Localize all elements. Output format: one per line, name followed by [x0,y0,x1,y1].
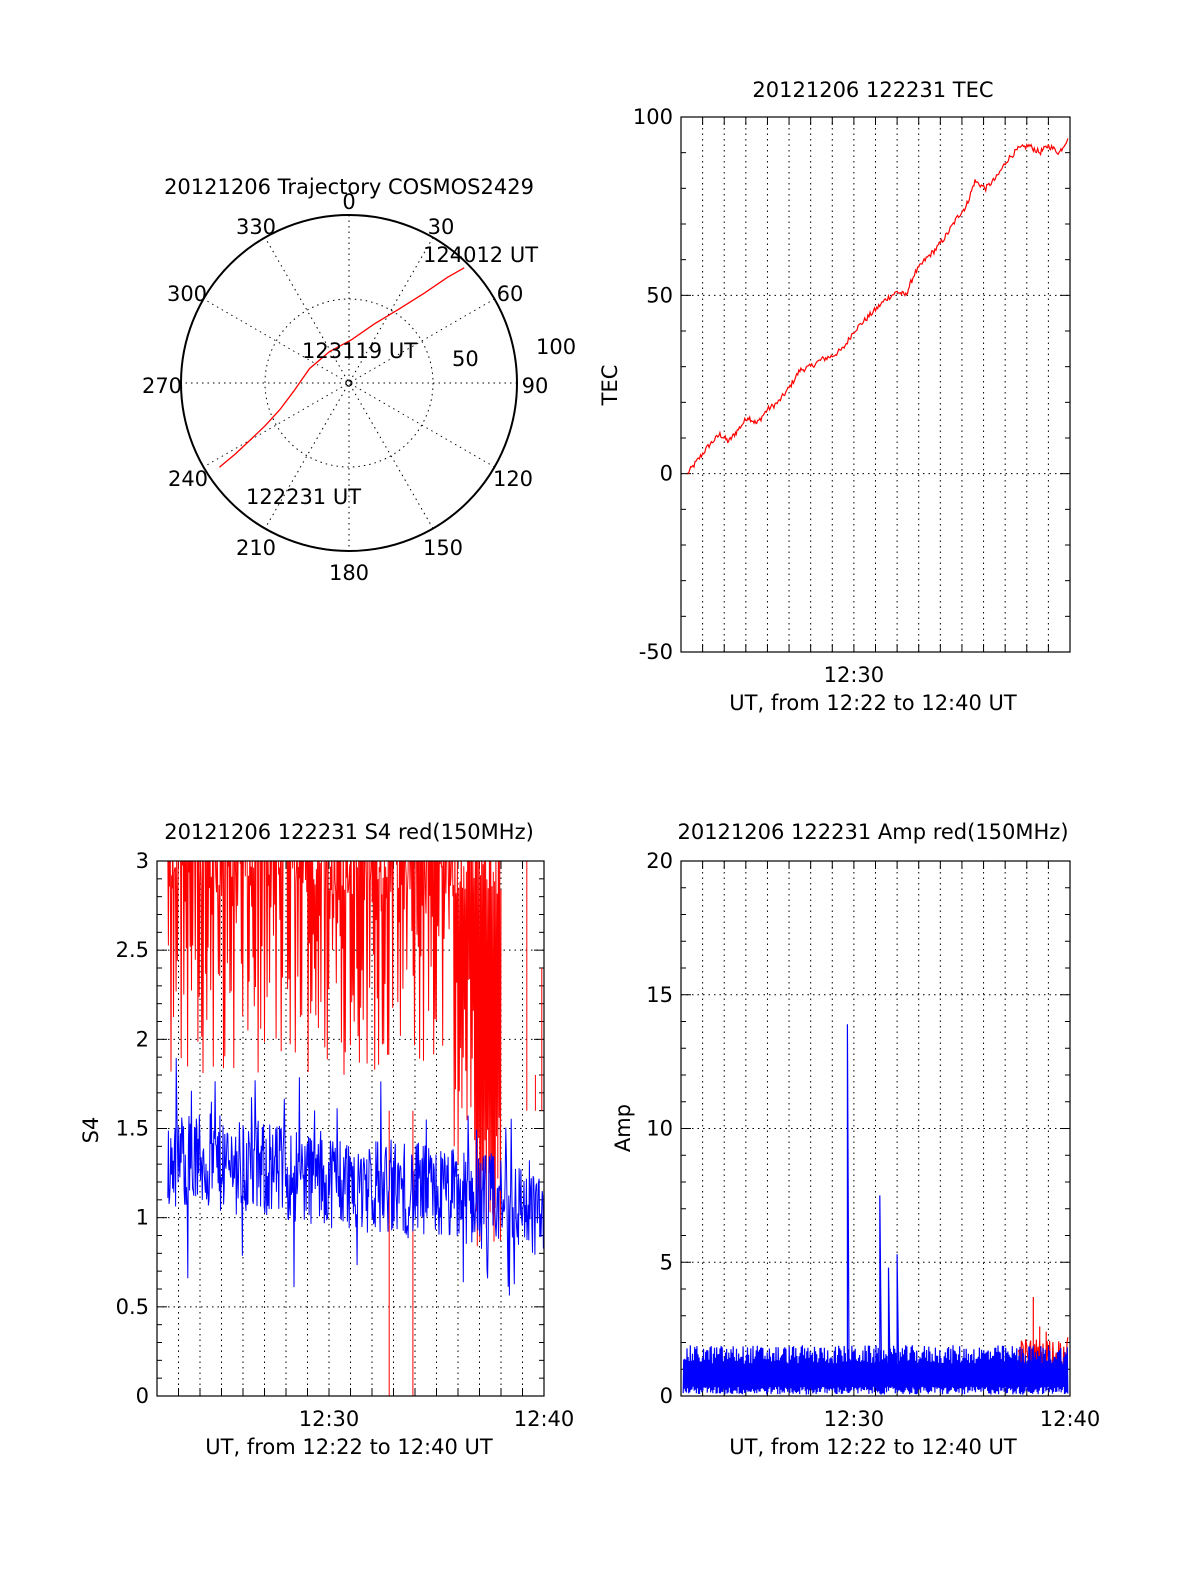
y-tick-label: 15 [646,983,673,1007]
amp-blue-series [682,1024,1069,1395]
polar-spoke [264,237,434,529]
s4-ylabel: S4 [79,1117,103,1144]
tec-title: 20121206 122231 TEC [752,78,993,102]
azimuth-label-300: 300 [167,282,207,306]
s4-red-series [167,861,543,1396]
y-tick-label: 100 [633,105,673,129]
amp-series [682,1024,1069,1395]
tec-ylabel: TEC [598,365,622,407]
tec-series-line [687,138,1069,475]
azimuth-label-0: 0 [342,190,355,214]
y-tick-label: 0 [660,462,673,486]
tec-ticks: -50 0 50 100 12:30 [633,105,1070,687]
x-tick-label: 12:30 [824,1407,885,1431]
polar-center-mark [345,379,353,387]
azimuth-label-180: 180 [329,561,369,585]
y-tick-label: 5 [660,1250,673,1274]
y-tick-label: 0.5 [116,1295,149,1319]
azimuth-label-240: 240 [168,467,208,491]
azimuth-labels: 0 30 60 90 120 150 180 210 240 270 300 330 [142,190,548,585]
y-tick-label: 1.5 [116,1117,149,1141]
tec-grid [681,117,1070,652]
amp-red-series [1017,1297,1069,1383]
tec-xlabel: UT, from 12:22 to 12:40 UT [729,691,1017,715]
start-time-annotation: 122231 UT [246,485,361,509]
x-tick-label: 12:30 [824,663,885,687]
y-tick-label: 20 [646,849,673,873]
y-tick-label: 0 [136,1384,149,1408]
mid-time-annotation: 123119 UT [302,339,417,363]
trajectory-title: 20121206 Trajectory COSMOS2429 [164,175,534,199]
y-tick-label: 1 [136,1206,149,1230]
amp-grid [681,861,1070,1396]
s4-xlabel: UT, from 12:22 to 12:40 UT [205,1435,493,1459]
s4-series [167,861,544,1396]
trajectory-track [218,267,465,468]
y-tick-label: 10 [646,1117,673,1141]
radius-label-50: 50 [452,347,479,371]
azimuth-label-150: 150 [423,536,463,560]
azimuth-label-270: 270 [142,374,182,398]
x-tick-label: 12:30 [299,1407,360,1431]
polar-spoke [264,237,434,529]
azimuth-label-330: 330 [236,215,276,239]
s4-panel: 20121206 122231 S4 red(150MHz) 0 0.5 1 1.5 2… [79,820,575,1459]
y-tick-label: 2 [136,1027,149,1051]
amp-title: 20121206 122231 Amp red(150MHz) [677,820,1068,844]
azimuth-label-30: 30 [428,215,455,239]
y-tick-label: 3 [136,849,149,873]
trajectory-panel: 20121206 Trajectory COSMOS2429 0 30 60 90 12… [142,175,576,585]
azimuth-label-210: 210 [236,536,276,560]
polar-spoke [203,298,495,468]
azimuth-label-60: 60 [497,282,524,306]
tec-series [687,138,1069,475]
tec-panel: 20121206 122231 TEC -50 0 50 100 12:30 UT, f… [598,78,1071,715]
y-tick-label: 0 [660,1384,673,1408]
s4-frame [156,860,545,1397]
y-tick-label: 50 [646,283,673,307]
radius-label-100: 100 [536,335,576,359]
s4-clipped-group [167,861,544,1396]
end-time-annotation: 124012 UT [423,243,538,267]
azimuth-label-120: 120 [493,467,533,491]
azimuth-label-90: 90 [522,374,549,398]
amp-ylabel: Amp [611,1104,635,1152]
s4-ticks: 0 0.5 1 1.5 2 2.5 3 12:30 12:40 [116,849,575,1431]
amp-frame [680,860,1071,1397]
amp-xlabel: UT, from 12:22 to 12:40 UT [729,1435,1017,1459]
s4-title: 20121206 122231 S4 red(150MHz) [164,820,534,844]
s4-blue-series [167,1057,544,1296]
x-tick-label: 12:40 [514,1407,575,1431]
amp-ticks: 0 5 10 15 20 12:30 12:40 [646,849,1100,1431]
x-tick-label: 12:40 [1040,1407,1101,1431]
polar-spokes [181,215,517,551]
y-tick-label: 2.5 [116,938,149,962]
amp-panel: 20121206 122231 Amp red(150MHz) 0 5 10 15 20… [611,820,1100,1459]
polar-spoke [203,298,495,468]
y-tick-label: -50 [639,640,673,664]
tec-frame [680,116,1071,653]
